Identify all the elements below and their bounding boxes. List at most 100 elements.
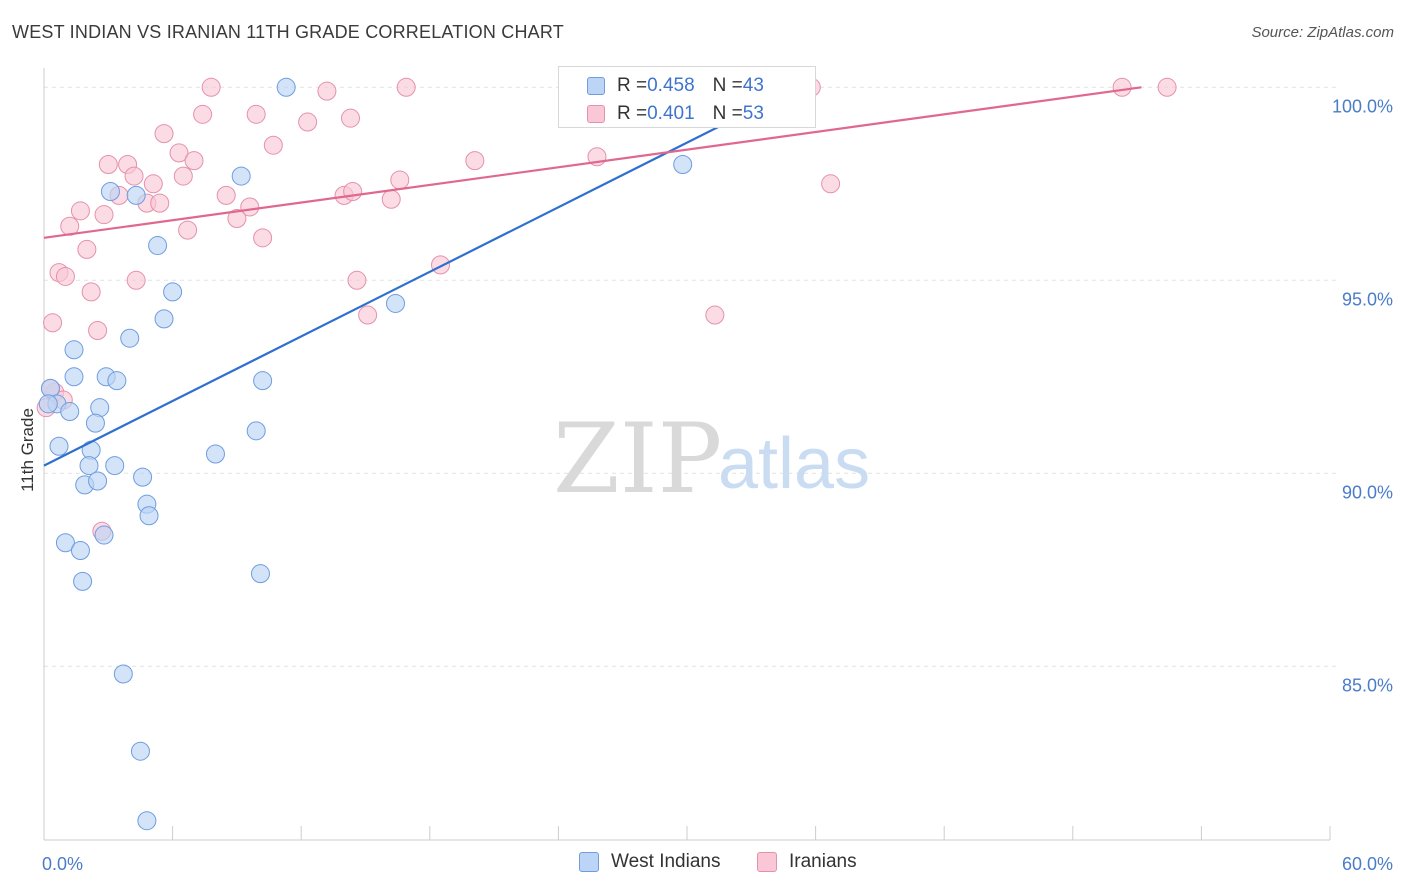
iranian-point	[343, 182, 363, 202]
x-tick-label: 60.0%	[1342, 854, 1393, 874]
legend-swatch-west-indians	[579, 852, 599, 872]
legend-label-iranians: Iranians	[789, 851, 857, 872]
source-credit: Source: ZipAtlas.com	[1251, 24, 1394, 41]
iranian-point	[70, 201, 90, 221]
legend-item-iranians[interactable]: Iranians	[757, 851, 857, 873]
axes: 100.0% 95.0% 90.0% 85.0% 0.0% 60.0%	[42, 68, 1393, 874]
west-indian-point	[253, 371, 273, 391]
legend-swatch-pink	[587, 105, 605, 123]
west-indian-point	[38, 394, 58, 414]
west-indian-point	[250, 564, 270, 584]
west-indian-point	[94, 525, 114, 545]
iranian-point	[240, 197, 260, 217]
legend-row-west-indians: R = 0.458 N = 43	[559, 73, 764, 99]
iranian-point	[465, 151, 485, 171]
iranian-point	[340, 108, 360, 128]
west-indian-point	[64, 340, 84, 360]
legend-label-west-indians: West Indians	[611, 851, 721, 872]
iranian-point	[124, 166, 144, 186]
west-indian-point	[49, 436, 69, 456]
iranian-point	[143, 174, 163, 194]
iranian-point	[150, 193, 170, 213]
iranian-point	[173, 166, 193, 186]
legend-r-label: R =	[617, 75, 648, 96]
watermark-atlas: atlas	[718, 424, 870, 504]
iranian-point	[705, 305, 725, 325]
y-tick-label: 95.0%	[1342, 289, 1393, 309]
iranian-point	[263, 135, 283, 155]
west-indian-point	[163, 282, 183, 302]
iranian-point	[246, 104, 266, 124]
y-tick-label: 100.0%	[1332, 96, 1393, 116]
west-indian-point	[137, 811, 157, 831]
iranian-point	[94, 205, 114, 225]
iranian-point	[77, 239, 97, 259]
west-indian-point	[139, 506, 159, 526]
west-indian-point	[126, 185, 146, 205]
iranian-trend-line	[43, 86, 1142, 239]
iranian-point	[98, 155, 118, 174]
y-tick-label: 90.0%	[1342, 482, 1393, 502]
iranian-point	[216, 185, 236, 205]
west-indian-point	[130, 741, 150, 761]
west-indian-point	[246, 421, 266, 441]
iranian-point	[43, 313, 63, 333]
y-tick-label: 85.0%	[1342, 675, 1393, 695]
iranian-point	[381, 189, 401, 209]
west-indian-point	[386, 293, 406, 313]
y-axis-label: 11th Grade	[18, 408, 37, 492]
iranian-point	[390, 170, 410, 190]
iranian-point	[821, 174, 841, 194]
west-indian-point	[73, 571, 93, 591]
iranian-point	[431, 255, 451, 275]
legend-item-west-indians[interactable]: West Indians	[579, 851, 720, 873]
west-indian-point	[205, 444, 225, 464]
iranian-point	[193, 104, 213, 124]
west-indian-point	[133, 467, 153, 487]
legend-n-value: 43	[742, 75, 764, 96]
west-indian-point	[105, 456, 125, 476]
west-indian-point	[154, 309, 174, 329]
legend-row-iranians: R = 0.401 N = 53	[559, 101, 764, 127]
iranian-point	[55, 266, 75, 286]
west-indian-point	[107, 371, 127, 391]
west-indian-point	[673, 155, 693, 174]
data-points	[36, 77, 1177, 831]
iranian-point	[201, 77, 221, 97]
west-indian-point	[276, 77, 296, 97]
iranian-point	[396, 77, 416, 97]
x-tick-label: 0.0%	[42, 854, 83, 874]
west-indian-point	[100, 182, 120, 202]
west-indian-trend-line	[43, 82, 806, 467]
chart-title: WEST INDIAN VS IRANIAN 11TH GRADE CORREL…	[12, 22, 564, 42]
legend-r-value: 0.458	[647, 75, 695, 96]
west-indian-point	[85, 413, 105, 433]
stats-legend: R = 0.458 N = 43 R = 0.401 N = 53	[558, 66, 816, 128]
west-indian-point	[55, 533, 75, 553]
watermark-zip: ZIP	[553, 403, 722, 515]
west-indian-point	[60, 402, 80, 422]
iranian-point	[81, 282, 101, 302]
west-indian-point	[88, 471, 108, 491]
iranian-point	[1157, 77, 1177, 97]
iranian-point	[184, 151, 204, 171]
legend-swatch-blue	[587, 77, 605, 95]
series-legend: West Indians Iranians	[0, 851, 1406, 877]
west-indian-point	[70, 541, 90, 560]
iranian-point	[317, 81, 337, 101]
west-indian-point	[231, 166, 251, 186]
trend-lines	[43, 82, 1142, 467]
iranian-point	[169, 143, 189, 163]
iranian-point	[1112, 77, 1132, 97]
legend-n-label: N =	[712, 75, 743, 96]
iranian-point	[178, 220, 198, 240]
west-indian-point	[64, 367, 84, 387]
west-indian-point	[148, 236, 168, 256]
west-indian-point	[79, 456, 99, 476]
iranian-point	[253, 228, 273, 248]
legend-r-label: R =	[617, 103, 648, 124]
watermark: ZIP atlas	[553, 403, 870, 515]
iranian-point	[298, 112, 318, 132]
west-indian-point	[120, 328, 140, 348]
